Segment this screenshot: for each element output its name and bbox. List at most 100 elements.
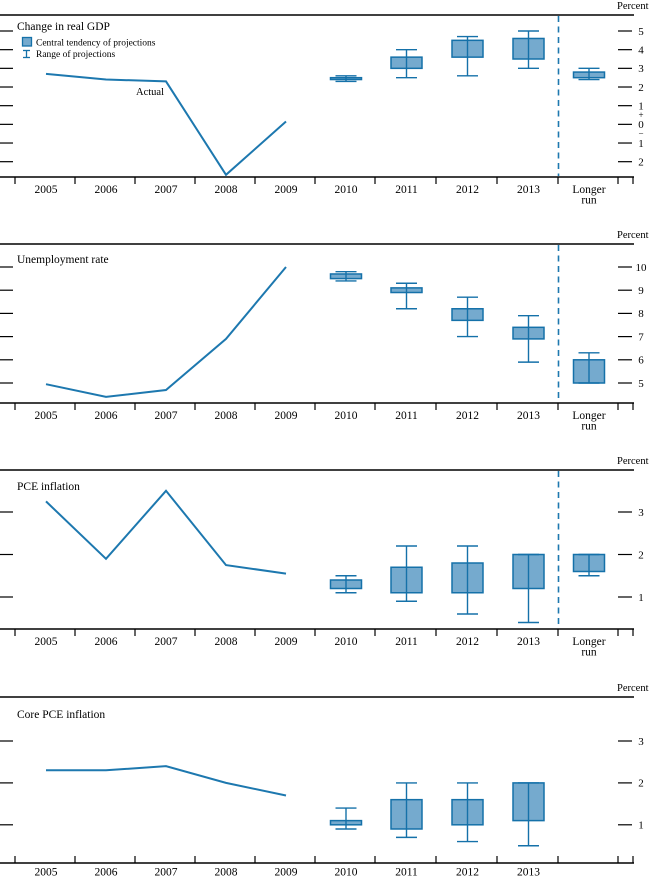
y-tick-label: 10 [636, 262, 648, 274]
x-label-longer-run: Longer [572, 184, 605, 196]
y-tick-label: 5 [638, 26, 644, 38]
panel-title: Change in real GDP [17, 21, 110, 33]
actual-data-line [45, 72, 287, 177]
central-tendency-box-icon [21, 36, 33, 47]
x-label-year: 2012 [456, 636, 479, 648]
actual-data-line [45, 266, 287, 398]
y-tick-label: 5 [638, 378, 644, 390]
projection-2010 [329, 270, 363, 282]
y-tick-label: 2 [638, 549, 644, 561]
x-label-year: 2005 [35, 184, 58, 196]
y-tick-label: 1 [638, 592, 644, 604]
projection-2010 [329, 807, 363, 830]
x-label-year: 2012 [456, 410, 479, 422]
projection-2013 [512, 782, 545, 847]
x-label-year: 2005 [35, 410, 58, 422]
actual-data-line [45, 489, 287, 575]
projection-2013 [512, 553, 545, 624]
x-label-year: 2011 [395, 636, 418, 648]
y-tick-label: 2 [638, 778, 644, 790]
x-label-longer-run-2: run [581, 647, 597, 659]
x-label-year: 2013 [517, 410, 540, 422]
percent-axis-label: Percent [617, 683, 649, 694]
x-label-year: 2008 [215, 410, 238, 422]
x-label-year: 2011 [395, 410, 418, 422]
x-label-year: 2005 [35, 867, 58, 879]
y-tick-label: 3 [638, 63, 644, 75]
panel-change-in-real-gdp: Percent 5 4 3 2 1 0 1 2 + − 2005 2006 2007 2008 2009 201… [0, 1, 649, 207]
y-tick-label: 0 [638, 119, 644, 131]
projection-2011 [390, 282, 423, 310]
legend-central-tendency-label: Central tendency of projections [36, 38, 156, 49]
x-label-year: 2007 [155, 636, 178, 648]
y-tick-label: 8 [638, 308, 644, 320]
panel-title: PCE inflation [17, 481, 80, 493]
x-label-year: 2009 [275, 410, 298, 422]
x-label-year: 2008 [215, 636, 238, 648]
x-label-year: 2009 [275, 636, 298, 648]
x-label-year: 2010 [335, 184, 358, 196]
y-tick-label: 1 [638, 820, 644, 832]
x-label-year: 2008 [215, 867, 238, 879]
x-label-year: 2006 [95, 867, 118, 879]
panel-unemployment-rate: Percent 10 9 8 7 6 5 2005 2006 2007 2008 2009 2010 20… [0, 230, 649, 433]
panel-title: Core PCE inflation [17, 709, 105, 721]
x-label-year: 2006 [95, 410, 118, 422]
panel-core-pce-inflation: Percent 3 2 1 2005 2006 2007 2008 2009 2010 2011 20… [0, 683, 649, 879]
x-label-year: 2007 [155, 867, 178, 879]
projection-longer-run [572, 352, 606, 384]
x-label-year: 2011 [395, 867, 418, 879]
percent-axis-label: Percent [617, 230, 649, 241]
x-label-year: 2009 [275, 867, 298, 879]
x-label-year: 2010 [335, 636, 358, 648]
y-tick-label: 6 [638, 355, 644, 367]
x-label-year: 2012 [456, 184, 479, 196]
x-label-year: 2010 [335, 867, 358, 879]
x-label-year: 2009 [275, 184, 298, 196]
x-label-year: 2012 [456, 867, 479, 879]
actual-data-line [46, 765, 287, 797]
x-label-year: 2010 [335, 410, 358, 422]
projection-longer-run [572, 553, 606, 577]
x-label-longer-run-2: run [581, 195, 597, 207]
projection-2010 [329, 575, 363, 594]
y-tick-label: 1 [638, 138, 644, 150]
y-tick-label: 2 [638, 156, 644, 168]
projection-2011 [390, 782, 423, 839]
projection-2010 [329, 75, 363, 83]
y-tick-label: 1 [638, 100, 644, 112]
projection-2013 [512, 30, 545, 70]
x-label-longer-run-2: run [581, 421, 597, 433]
negative-sign-label: − [638, 129, 643, 139]
y-tick-label: 2 [638, 82, 644, 94]
projection-longer-run [572, 67, 606, 81]
percent-axis-label: Percent [617, 1, 649, 12]
projection-2011 [390, 48, 423, 79]
y-tick-label: 3 [638, 507, 644, 519]
y-tick-label: 4 [638, 44, 644, 56]
x-label-year: 2013 [517, 184, 540, 196]
x-label-longer-run: Longer [572, 410, 605, 422]
x-label-year: 2006 [95, 636, 118, 648]
y-tick-label: 3 [638, 736, 644, 748]
projection-2011 [390, 545, 423, 602]
y-tick-label: 7 [638, 331, 644, 343]
projection-2013 [512, 315, 545, 363]
x-label-year: 2007 [155, 184, 178, 196]
positive-sign-label: + [638, 110, 643, 120]
x-label-year: 2007 [155, 410, 178, 422]
panel-title: Unemployment rate [17, 254, 109, 266]
x-label-year: 2011 [395, 184, 418, 196]
y-tick-label: 9 [638, 285, 644, 297]
actual-line-label: Actual [136, 87, 164, 98]
projection-2012 [451, 545, 484, 615]
projection-2012 [451, 35, 484, 77]
legend-range-label: Range of projections [36, 49, 115, 60]
x-label-year: 2013 [517, 636, 540, 648]
projection-2012 [451, 296, 484, 338]
x-label-year: 2008 [215, 184, 238, 196]
projection-2012 [451, 782, 484, 843]
panel-pce-inflation: Percent 3 2 1 2005 2006 2007 2008 2009 2010 2011 20… [0, 456, 649, 659]
